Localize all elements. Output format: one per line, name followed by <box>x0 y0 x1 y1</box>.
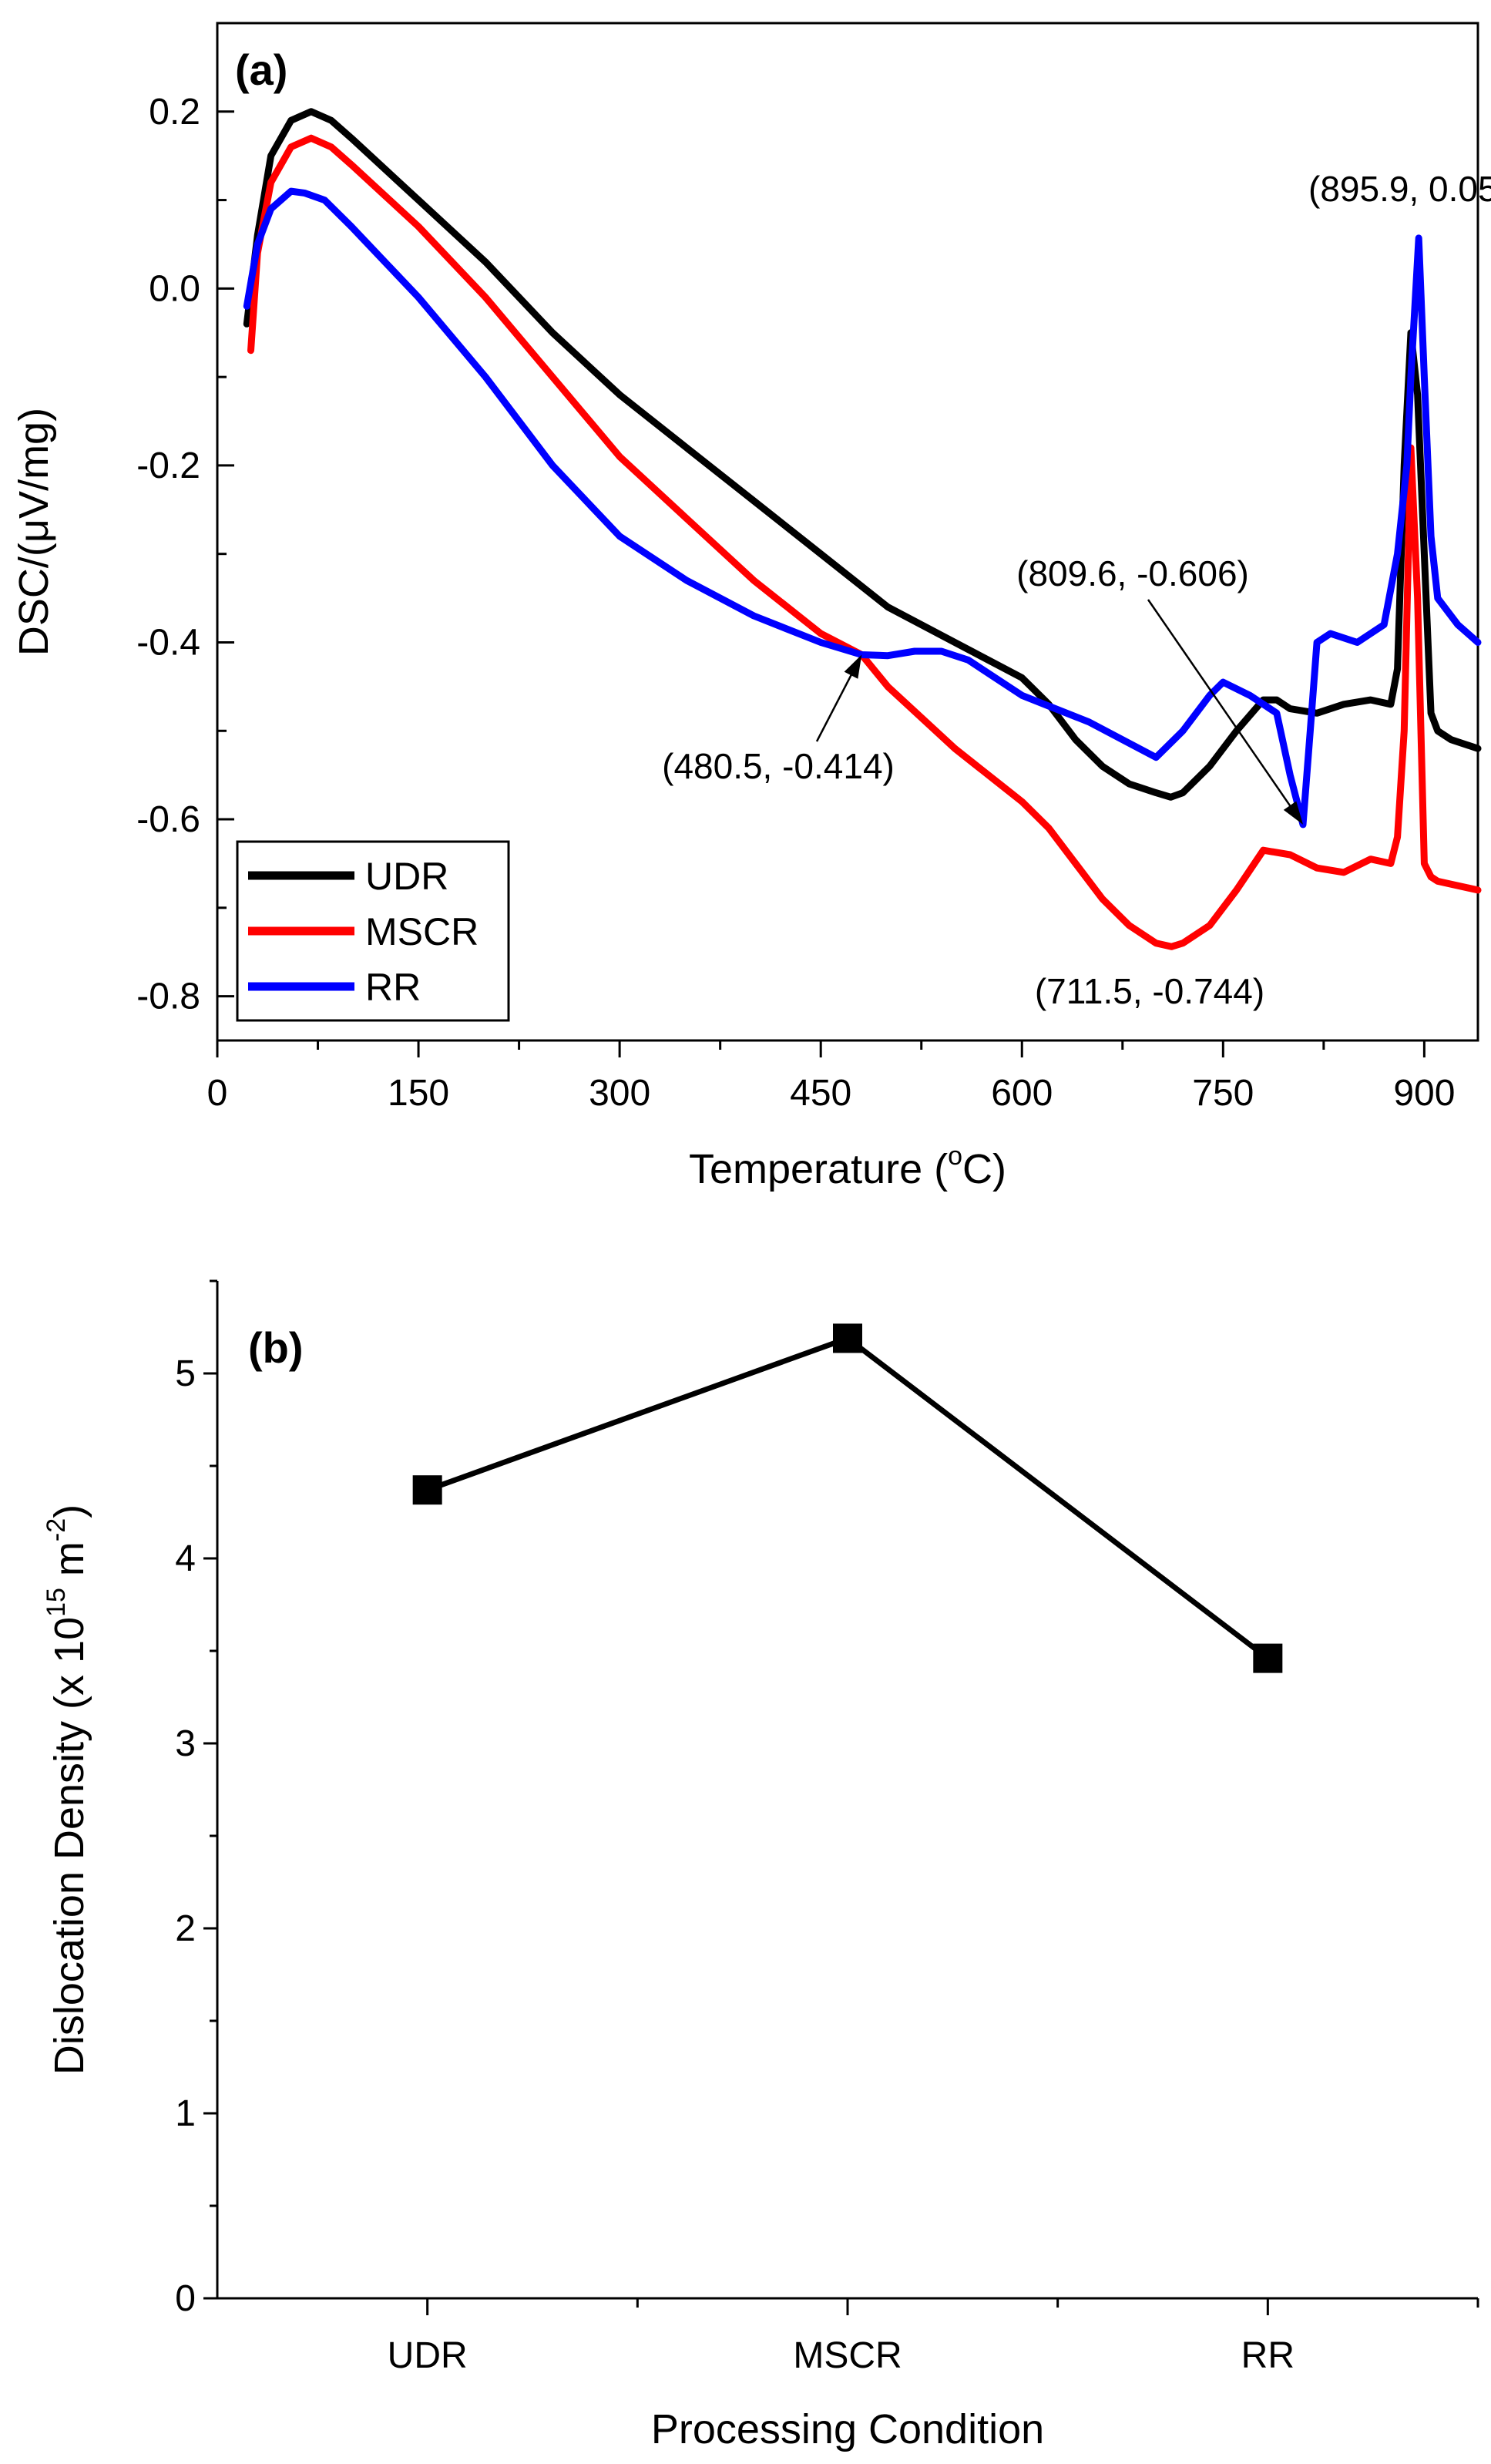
dsc-x-tick-label: 450 <box>790 1073 851 1114</box>
b-x-axis-title: Processing Condition <box>651 2406 1044 2452</box>
b-marker-udr <box>412 1475 442 1505</box>
b-marker-rr <box>1253 1643 1283 1673</box>
dsc-series-mscr <box>247 134 1482 950</box>
dsc-y-tick-label: -0.6 <box>136 799 200 840</box>
dsc-x-tick-label: 150 <box>388 1073 449 1114</box>
dislocation-chart: 0 1 2 3 4 5 UDR MSCR RR (b) Dislocation Density… <box>42 1279 1479 2452</box>
b-y-tick-label: 0 <box>175 2278 196 2319</box>
dsc-series-rr <box>243 187 1482 829</box>
dsc-series-udr <box>243 108 1482 801</box>
panel-label-a: (a) <box>235 45 287 94</box>
dsc-y-tick-label: 0.2 <box>149 92 200 133</box>
b-marker-mscr <box>833 1323 862 1353</box>
b-series <box>412 1323 1283 1673</box>
b-x-tick-label: RR <box>1241 2335 1295 2376</box>
dsc-x-tick-label: 900 <box>1393 1073 1455 1114</box>
dsc-x-tick-label: 600 <box>991 1073 1053 1114</box>
b-y-tick-label: 2 <box>175 1908 196 1949</box>
dsc-x-tick-label: 750 <box>1192 1073 1254 1114</box>
dsc-chart: -0.8 -0.6 -0.4 -0.2 0.0 0.2 0 150 300 450 600 750 9… <box>11 22 1491 1192</box>
dsc-annotations: (895.9, 0.057) (809.6, -0.606) (480.5, -0.… <box>662 169 1491 1011</box>
b-series-line <box>426 1335 1270 1661</box>
dsc-annotation: (895.9, 0.057) <box>1308 169 1491 209</box>
b-y-ticks: 0 1 2 3 4 5 <box>175 1279 217 2319</box>
b-y-tick-label: 4 <box>175 1538 196 1579</box>
b-y-tick-label: 5 <box>175 1353 196 1394</box>
dsc-annotation-arrowhead <box>1283 801 1304 825</box>
legend-label-udr: UDR <box>365 855 448 898</box>
panel-label-b: (b) <box>248 1323 304 1372</box>
dsc-x-ticks: 0 150 300 450 600 750 900 <box>207 1040 1455 1114</box>
dsc-x-tick-label: 0 <box>207 1073 228 1114</box>
dsc-annotation-arrowhead <box>844 654 862 679</box>
b-x-tick-label: MSCR <box>793 2335 902 2376</box>
dsc-series-lines <box>243 108 1482 950</box>
dsc-x-tick-label: 300 <box>589 1073 650 1114</box>
dsc-y-tick-label: -0.2 <box>136 445 200 486</box>
b-x-tick-label: UDR <box>388 2335 468 2376</box>
dsc-y-ticks: -0.8 -0.6 -0.4 -0.2 0.0 0.2 <box>136 92 234 1017</box>
dsc-y-axis-title: DSC/(μV/mg) <box>11 408 57 656</box>
dsc-annotation: (711.5, -0.744) <box>1035 971 1264 1011</box>
b-y-tick-label: 1 <box>175 2093 196 2134</box>
dsc-y-tick-label: 0.0 <box>149 268 200 309</box>
dsc-annotation: (480.5, -0.414) <box>662 746 895 786</box>
dsc-y-tick-label: -0.8 <box>136 977 200 1017</box>
b-y-tick-label: 3 <box>175 1723 196 1764</box>
legend-label-mscr: MSCR <box>365 910 479 953</box>
b-x-ticks: UDR MSCR RR <box>388 2298 1479 2376</box>
dsc-annotation-arrow <box>1147 599 1300 819</box>
dsc-annotation: (809.6, -0.606) <box>1016 553 1249 593</box>
dsc-legend: UDR MSCR RR <box>236 840 510 1022</box>
b-y-axis-title: Dislocation Density (x 1015 m-2) <box>42 1504 92 2075</box>
dsc-plot-frame <box>216 22 1479 1042</box>
dsc-y-tick-label: -0.4 <box>136 622 200 663</box>
dsc-x-axis-title: Temperature (oC) <box>689 1141 1006 1192</box>
legend-label-rr: RR <box>365 966 421 1009</box>
